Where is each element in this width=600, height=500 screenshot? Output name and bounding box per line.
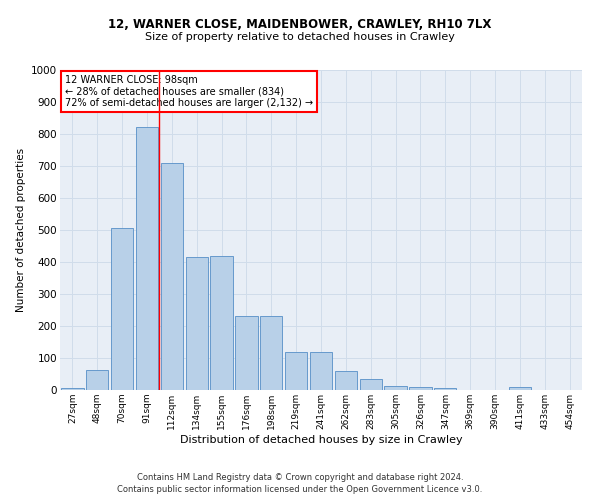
Bar <box>136 127 158 390</box>
Bar <box>185 257 208 390</box>
Bar <box>235 316 257 390</box>
Bar <box>285 352 307 390</box>
Text: 12, WARNER CLOSE, MAIDENBOWER, CRAWLEY, RH10 7LX: 12, WARNER CLOSE, MAIDENBOWER, CRAWLEY, … <box>109 18 491 30</box>
Bar <box>260 316 283 390</box>
Bar <box>86 370 109 390</box>
Bar <box>310 352 332 390</box>
Bar <box>211 256 233 390</box>
Bar <box>335 372 357 390</box>
X-axis label: Distribution of detached houses by size in Crawley: Distribution of detached houses by size … <box>179 434 463 444</box>
Text: Contains public sector information licensed under the Open Government Licence v3: Contains public sector information licen… <box>118 485 482 494</box>
Bar <box>359 379 382 390</box>
Bar <box>509 387 531 390</box>
Text: Contains HM Land Registry data © Crown copyright and database right 2024.: Contains HM Land Registry data © Crown c… <box>137 472 463 482</box>
Bar <box>385 386 407 390</box>
Text: Size of property relative to detached houses in Crawley: Size of property relative to detached ho… <box>145 32 455 42</box>
Bar <box>434 388 457 390</box>
Y-axis label: Number of detached properties: Number of detached properties <box>16 148 26 312</box>
Bar <box>61 388 83 390</box>
Bar <box>111 228 133 390</box>
Bar <box>409 387 431 390</box>
Text: 12 WARNER CLOSE: 98sqm
← 28% of detached houses are smaller (834)
72% of semi-de: 12 WARNER CLOSE: 98sqm ← 28% of detached… <box>65 75 313 108</box>
Bar <box>161 163 183 390</box>
